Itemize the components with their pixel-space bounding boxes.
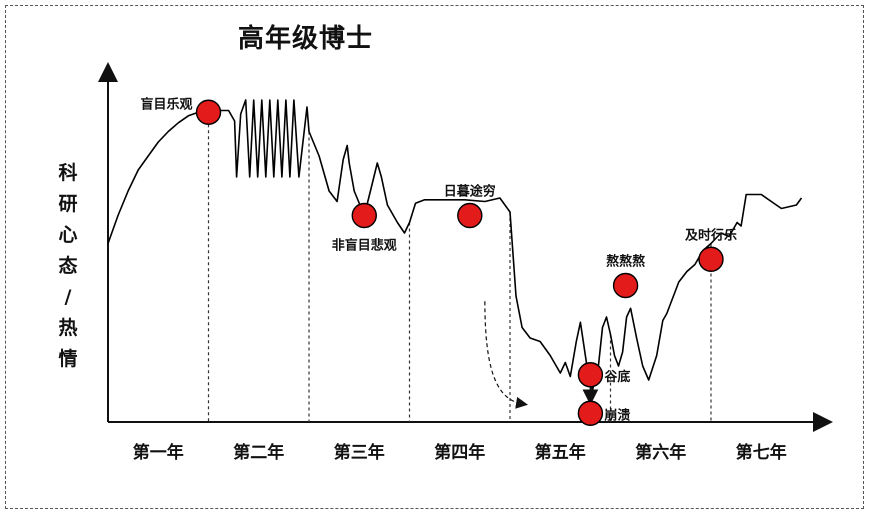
annotation-label: 非盲目悲观 bbox=[332, 238, 397, 254]
annotation-label: 盲目乐观 bbox=[140, 96, 192, 112]
collapse-dashed-path bbox=[485, 301, 522, 404]
marker-point bbox=[578, 363, 602, 387]
annotation-label: 谷底 bbox=[604, 369, 630, 385]
annotation-label: 熬熬熬 bbox=[606, 254, 645, 270]
marker-point bbox=[699, 247, 723, 271]
marker-point bbox=[352, 204, 376, 228]
marker-point bbox=[614, 274, 638, 298]
annotation-label: 崩溃 bbox=[604, 407, 630, 423]
x-tick-label: 第六年 bbox=[635, 442, 686, 463]
x-tick-label: 第一年 bbox=[133, 442, 184, 463]
x-tick-label: 第四年 bbox=[434, 442, 485, 463]
marker-point bbox=[197, 100, 221, 124]
annotation-label: 及时行乐 bbox=[685, 227, 737, 243]
x-tick-label: 第三年 bbox=[334, 442, 385, 463]
marker-point bbox=[458, 204, 482, 228]
marker-point bbox=[578, 401, 602, 425]
annotation-label: 日暮途穷 bbox=[444, 184, 496, 200]
series-line bbox=[108, 100, 802, 391]
x-tick-label: 第七年 bbox=[736, 442, 787, 463]
x-tick-label: 第二年 bbox=[233, 442, 284, 463]
x-tick-label: 第五年 bbox=[535, 442, 586, 463]
